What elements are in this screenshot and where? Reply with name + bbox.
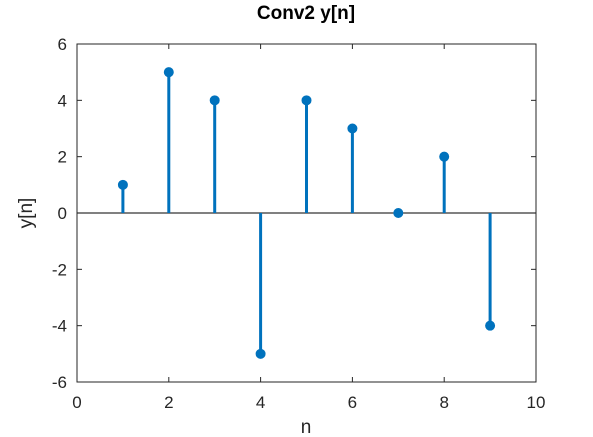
stem-marker <box>117 179 128 190</box>
x-tick-label: 10 <box>527 393 546 412</box>
y-tick-label: 0 <box>58 204 67 223</box>
y-tick-label: -6 <box>52 373 67 392</box>
stem-marker <box>209 95 220 106</box>
x-tick-label: 4 <box>256 393 265 412</box>
x-tick-label: 0 <box>72 393 81 412</box>
stem-marker <box>439 151 450 162</box>
y-tick-label: -2 <box>52 260 67 279</box>
y-axis-label: y[n] <box>16 198 37 229</box>
x-axis-label: n <box>301 417 312 437</box>
stem-marker <box>255 348 266 359</box>
stem-marker <box>163 67 174 78</box>
stem-marker <box>485 320 496 331</box>
x-tick-label: 6 <box>348 393 357 412</box>
chart-title: Conv2 y[n] <box>257 3 355 24</box>
y-tick-label: 2 <box>58 148 67 167</box>
y-tick-label: 4 <box>58 91 67 110</box>
x-tick-label: 2 <box>164 393 173 412</box>
stem-marker <box>347 123 358 134</box>
x-tick-label: 8 <box>439 393 448 412</box>
plot-frame <box>76 43 537 383</box>
stem-marker <box>393 208 404 218</box>
stem-marker <box>301 95 312 106</box>
y-tick-label: -4 <box>52 317 67 336</box>
y-tick-label: 6 <box>58 35 67 54</box>
tick-labels: 0 2 4 6 8 10 -6 -4 -2 0 2 4 6 <box>52 35 546 412</box>
stem-series <box>117 67 496 359</box>
